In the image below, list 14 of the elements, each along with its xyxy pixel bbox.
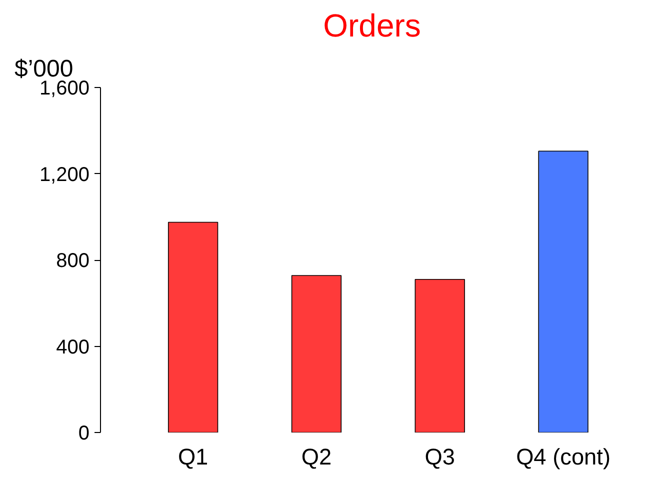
y-tick-label: 400 (56, 336, 90, 358)
y-tick-label: 1,600 (39, 78, 90, 100)
x-tick-label: Q4 (cont) (516, 444, 611, 470)
bar (414, 279, 465, 432)
x-tick-label: Q2 (301, 444, 332, 470)
y-tick-label: 1,200 (39, 164, 90, 186)
y-tick-label: 0 (78, 422, 90, 444)
x-tick-label: Q1 (178, 444, 208, 470)
x-tick-label: Q3 (424, 444, 455, 470)
y-tick-label: 800 (56, 250, 90, 272)
bar (291, 275, 342, 432)
bar (168, 222, 218, 432)
chart-title: Orders (323, 8, 421, 44)
bar (538, 150, 588, 432)
